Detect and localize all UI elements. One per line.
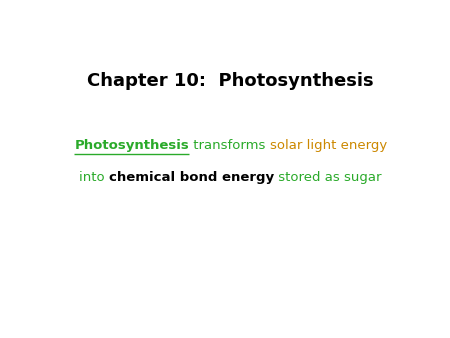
Text: chemical bond energy: chemical bond energy	[109, 171, 274, 184]
Text: Photosynthesis: Photosynthesis	[74, 140, 189, 152]
Text: Chapter 10:  Photosynthesis: Chapter 10: Photosynthesis	[87, 72, 374, 90]
Text: solar light energy: solar light energy	[270, 140, 387, 152]
Text: transforms: transforms	[189, 140, 270, 152]
Text: into: into	[79, 171, 109, 184]
Text: stored as sugar: stored as sugar	[274, 171, 382, 184]
